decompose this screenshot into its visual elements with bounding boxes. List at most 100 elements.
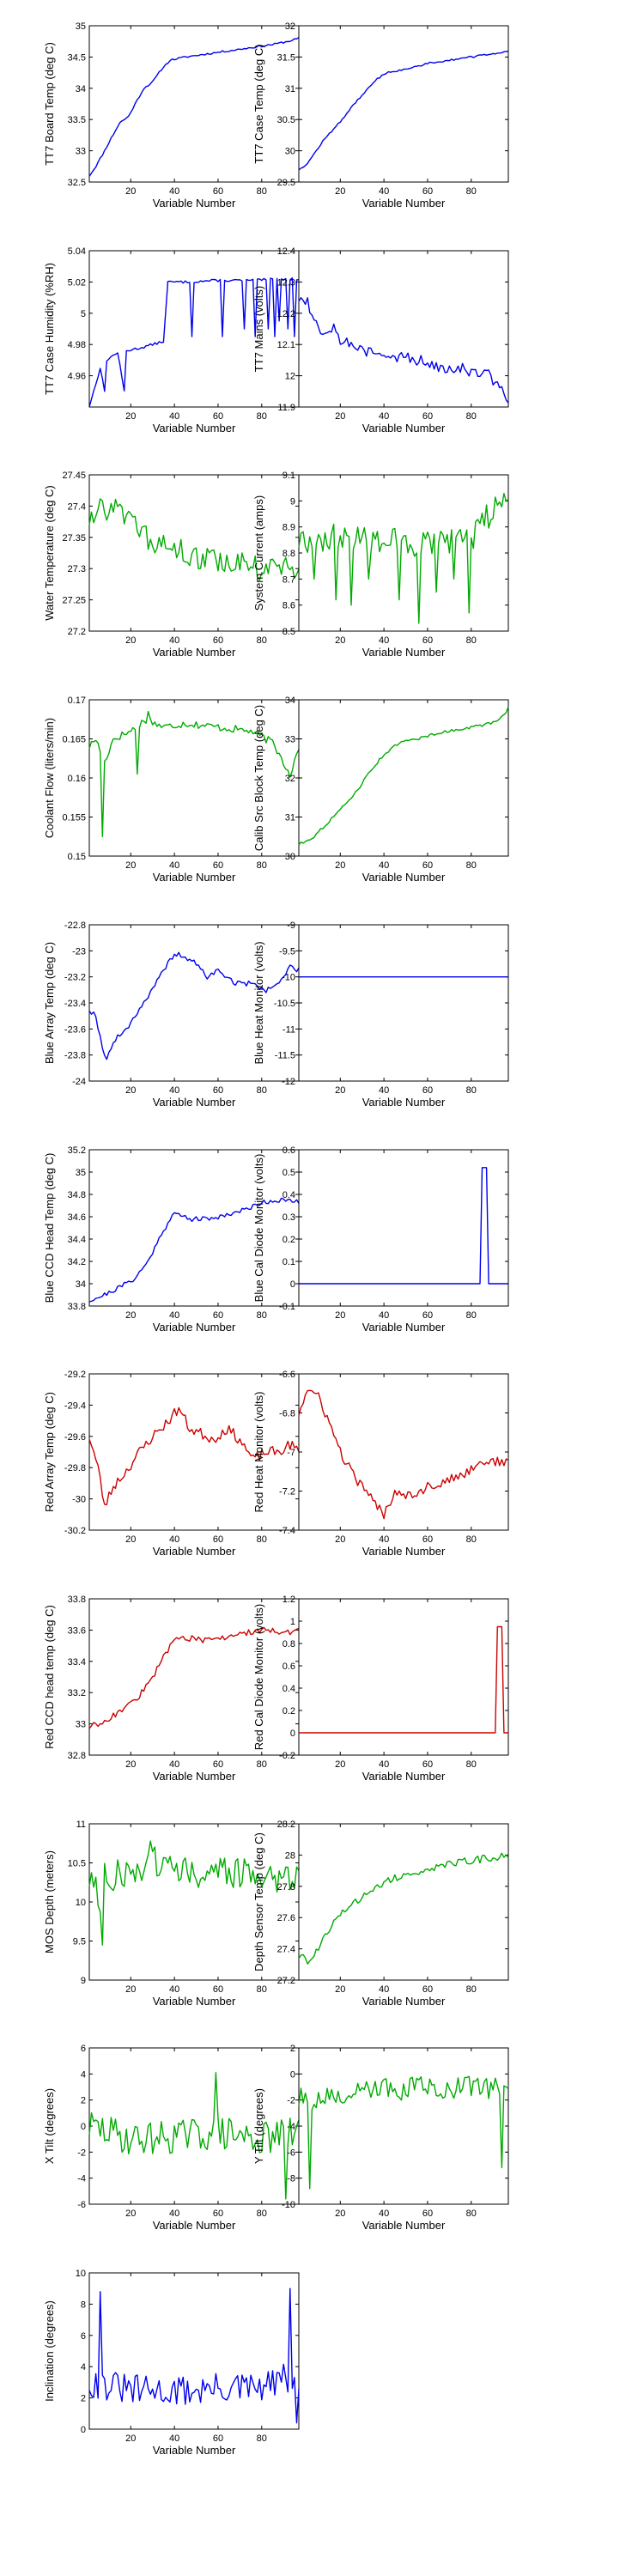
x-tick-label: 20 [125, 1310, 136, 1321]
y-axis-label: Calib Src Block Temp (deg C) [252, 705, 265, 851]
x-tick-label: 40 [169, 2208, 179, 2219]
y-tick-label: 0.155 [62, 813, 86, 823]
y-axis-label: MOS Depth (meters) [43, 1850, 56, 1953]
y-tick-label: 0.15 [68, 852, 86, 862]
x-tick-label: 60 [213, 1310, 223, 1321]
x-tick-label: 80 [466, 860, 477, 871]
x-tick-label: 80 [257, 2208, 267, 2219]
series-line [299, 1625, 508, 1734]
y-tick-label: 0.165 [62, 735, 86, 745]
x-axis-label: Variable Number [153, 1545, 236, 1558]
y-tick-label: 34.8 [68, 1190, 86, 1200]
y-tick-label: 27.6 [277, 1913, 295, 1923]
y-tick-label: -29.2 [64, 1370, 86, 1380]
chart-panel-6: 20 40 60 80 8.5 8.6 8.7 8.8 8.9 9 9.1 Variable Numb… [252, 471, 509, 659]
y-tick-label: 34.6 [68, 1212, 86, 1223]
x-tick-label: 20 [335, 2208, 345, 2219]
x-tick-label: 40 [379, 1984, 389, 1995]
x-tick-label: 60 [422, 635, 433, 646]
x-tick-label: 60 [213, 635, 223, 646]
y-tick-label: -11 [283, 1024, 295, 1035]
plot-frame [298, 474, 509, 632]
y-tick-label: -23.6 [64, 1024, 86, 1035]
y-tick-label: 0.17 [68, 696, 86, 706]
plot-frame [298, 924, 509, 1082]
y-tick-label: 4 [81, 2069, 86, 2080]
y-tick-label: -30.2 [64, 1526, 86, 1536]
y-tick-label: 10 [76, 1898, 86, 1908]
chart-panel-7: 20 40 60 80 0.15 0.155 0.16 0.165 0.17 Variable N… [43, 696, 300, 884]
y-tick-label: -9.5 [279, 946, 295, 957]
x-tick-label: 20 [125, 860, 136, 871]
y-axis-label: Inclination (degrees) [43, 2300, 56, 2402]
x-tick-label: 20 [125, 411, 136, 422]
x-tick-label: 20 [125, 186, 136, 197]
x-tick-label: 80 [466, 1310, 477, 1321]
series-line [88, 710, 300, 837]
x-tick-label: 60 [213, 860, 223, 871]
y-axis-label: Depth Sensor Temp (deg C) [252, 1832, 265, 1971]
y-tick-label: 0.4 [283, 1190, 295, 1200]
y-tick-label: -10 [282, 973, 295, 983]
y-tick-label: 8.7 [283, 574, 295, 585]
y-tick-label: 31 [285, 813, 295, 823]
y-axis-label: System Current (amps) [252, 495, 265, 611]
chart-panel-3: 20 40 60 80 4.96 4.98 5 5.02 5.04 Variable Number… [43, 246, 300, 434]
x-tick-label: 60 [422, 2208, 433, 2219]
series-line [88, 277, 300, 408]
x-tick-label: 40 [379, 186, 389, 197]
y-tick-label: -0.1 [279, 1302, 295, 1312]
chart-panel-10: 20 40 60 80 -12 -11.5 -11 -10.5 -10 -9.5 -9 Variabl… [252, 920, 509, 1109]
y-tick-label: 27.3 [68, 564, 86, 574]
plot-frame [298, 1598, 509, 1756]
x-axis-label: Variable Number [153, 422, 236, 434]
y-tick-label: 33.5 [68, 115, 86, 125]
y-tick-label: 12.4 [277, 246, 295, 257]
y-tick-label: 33.8 [68, 1302, 86, 1312]
y-axis-label: Water Temperature (deg C) [43, 485, 56, 621]
x-axis-label: Variable Number [362, 1770, 446, 1783]
x-tick-label: 20 [335, 186, 345, 197]
y-tick-label: 8.9 [283, 523, 295, 533]
y-tick-label: 33.2 [68, 1688, 86, 1698]
plot-frame [88, 1373, 300, 1531]
y-tick-label: 0.5 [283, 1168, 295, 1178]
x-tick-label: 80 [257, 1085, 267, 1096]
y-tick-label: 9 [81, 1976, 86, 1986]
y-tick-label: 34 [76, 84, 86, 94]
y-tick-label: -29.4 [64, 1400, 86, 1411]
x-axis-label: Variable Number [362, 1321, 446, 1334]
plot-frame [88, 1149, 300, 1307]
y-tick-label: 10 [76, 2269, 86, 2279]
plot-frame [88, 699, 300, 857]
chart-panel-20: 20 40 60 80 -10 -8 -6 -4 -2 0 2 Variable Number Y Ti… [252, 2044, 509, 2232]
y-tick-label: -10.5 [274, 999, 295, 1009]
x-tick-label: 40 [379, 1085, 389, 1096]
y-tick-label: -2 [77, 2148, 86, 2158]
y-tick-label: -10 [282, 2200, 295, 2210]
x-axis-label: Variable Number [153, 646, 236, 659]
y-tick-label: -6 [77, 2200, 86, 2210]
x-tick-label: 80 [257, 2433, 267, 2444]
y-tick-label: 5.02 [68, 277, 86, 288]
x-tick-label: 60 [213, 1759, 223, 1770]
y-tick-label: 12.3 [277, 277, 295, 288]
y-tick-label: 35 [76, 1168, 86, 1178]
y-tick-label: -4 [287, 2122, 295, 2132]
x-tick-label: 40 [169, 1085, 179, 1096]
y-tick-label: -6.8 [279, 1409, 295, 1419]
y-tick-label: -22.8 [64, 920, 86, 931]
y-tick-label: 0.6 [283, 1662, 295, 1672]
y-tick-label: 4.98 [68, 340, 86, 350]
x-tick-label: 80 [466, 186, 477, 197]
x-tick-label: 80 [466, 2208, 477, 2219]
y-tick-label: 27.45 [62, 471, 86, 481]
series-line [298, 706, 509, 846]
y-tick-label: 32 [285, 21, 295, 32]
y-tick-label: 11 [76, 1820, 86, 1830]
x-tick-label: 40 [169, 1310, 179, 1321]
y-tick-label: 30 [285, 852, 295, 862]
y-tick-label: -24 [72, 1077, 86, 1087]
